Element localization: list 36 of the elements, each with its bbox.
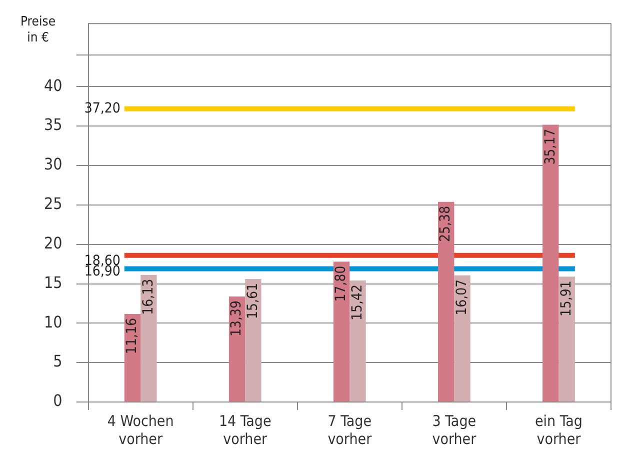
data-label: 17,80	[333, 266, 350, 302]
data-label: 11,16	[124, 318, 140, 354]
bar	[245, 278, 262, 402]
bar	[438, 202, 454, 402]
bar	[333, 262, 350, 402]
bar	[558, 276, 575, 402]
y-tick-label: 35	[44, 115, 62, 134]
y-tick-label: 10	[44, 312, 62, 332]
y-axis-title: Preise in €	[20, 14, 56, 46]
x-tick-label: 3 Tage vorher	[432, 412, 477, 448]
y-tick-label: 30	[44, 154, 62, 174]
data-label: 16,07	[454, 279, 470, 316]
data-label: 15,61	[244, 282, 261, 319]
y-tick-label: 40	[44, 76, 62, 95]
data-label: 15,42	[349, 284, 366, 320]
bar	[542, 124, 559, 402]
y-tick-label: 20	[44, 233, 62, 252]
x-tick-label: 7 Tage vorher	[328, 412, 372, 448]
bar	[140, 274, 157, 402]
y-tick-label: 15	[44, 272, 62, 292]
bar	[124, 314, 141, 402]
bar	[228, 296, 246, 402]
data-label: 13,39	[228, 300, 245, 336]
bar	[350, 280, 366, 402]
data-label: 16,13	[140, 278, 156, 315]
x-tick-label: 14 Tage vorher	[218, 412, 272, 448]
x-tick-label: ein Tag vorher	[534, 412, 582, 448]
data-label: 15,91	[558, 280, 574, 317]
bar	[454, 275, 470, 402]
data-label: 35,17	[542, 128, 558, 165]
y-tick-label: 25	[44, 194, 62, 214]
ref-line-label: 37,20	[84, 100, 120, 116]
y-tick-label: 5	[53, 352, 62, 371]
y-tick-label: 0	[53, 391, 62, 410]
data-label: 25,38	[438, 206, 454, 242]
x-tick-label: 4 Wochen vorher	[107, 412, 174, 448]
